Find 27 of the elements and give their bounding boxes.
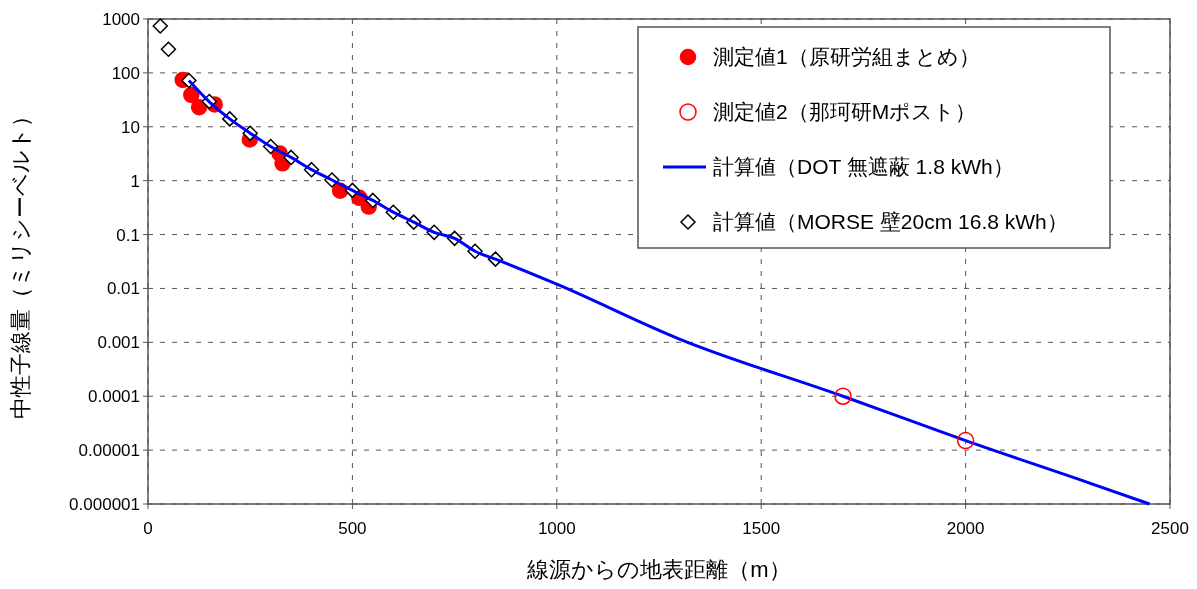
y-tick-label: 0.000001 (69, 494, 140, 514)
y-tick-label: 1000 (102, 9, 140, 29)
legend-label: 測定値2（那珂研Mポスト） (713, 100, 977, 124)
y-tick-label: 0.001 (97, 333, 140, 353)
point (190, 99, 208, 116)
x-tick-label: 1500 (742, 519, 781, 538)
y-tick-label: 0.0001 (88, 387, 140, 407)
x-axis-title: 線源からの地表距離（m） (526, 557, 791, 582)
y-tick-label: 0.00001 (78, 441, 140, 461)
x-tick-label: 2500 (1151, 519, 1189, 538)
y-axis-title: 中性子線量（ミリシーベルト） (8, 104, 33, 419)
legend-label: 計算値（MORSE 壁20cm 16.8 kWh） (713, 210, 1068, 234)
y-tick-label: 0.1 (116, 225, 140, 245)
point (956, 431, 975, 450)
y-tick-label: 10 (121, 117, 140, 137)
legend-label: 測定値1（原研労組まとめ） (713, 45, 980, 69)
x-tick-label: 0 (143, 519, 153, 538)
point (834, 387, 852, 405)
x-tick-label: 2000 (946, 519, 985, 538)
point (152, 18, 169, 34)
legend-label: 計算値（DOT 無遮蔽 1.8 kWh） (713, 155, 1014, 179)
point (160, 41, 177, 57)
y-tick-label: 1 (130, 171, 140, 191)
y-tick-label: 100 (111, 63, 140, 83)
x-tick-label: 500 (338, 519, 367, 538)
x-tick-label: 1000 (537, 519, 576, 538)
y-tick-label: 0.01 (106, 279, 140, 299)
